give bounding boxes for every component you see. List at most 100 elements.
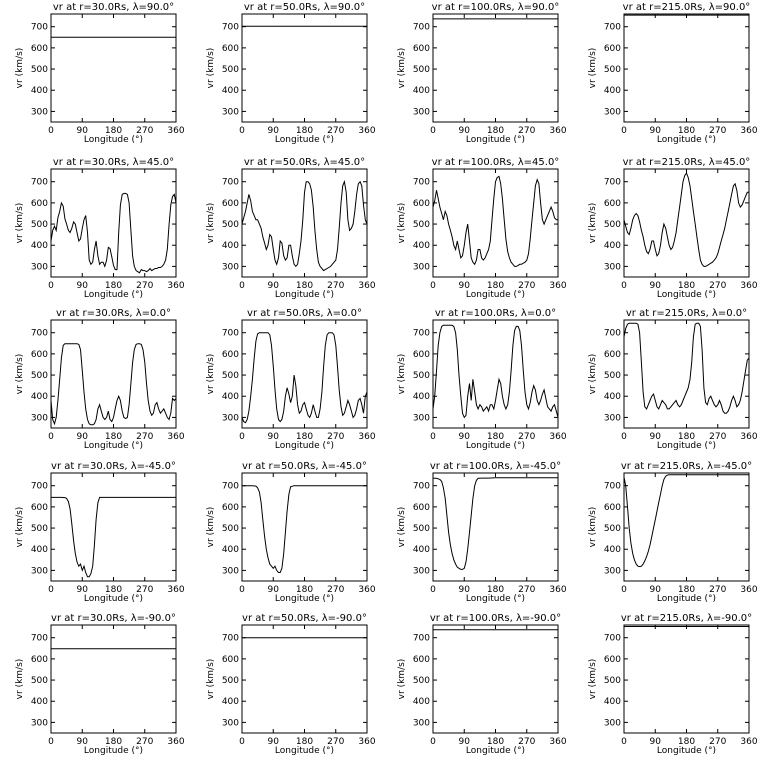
- y-tick-label: 300: [413, 413, 430, 423]
- y-axis-label: vr (km/s): [588, 659, 598, 700]
- x-tick-label: 270: [518, 737, 535, 747]
- y-tick-label: 500: [604, 676, 621, 686]
- y-tick-label: 700: [413, 329, 430, 339]
- subplot-18: vr at r=50.0Rs, λ=-90.0° 0 90 180 270 360 300 4…: [206, 613, 376, 756]
- x-tick-label: 360: [549, 281, 566, 291]
- x-tick-label: 270: [136, 585, 153, 595]
- y-tick-label: 300: [31, 262, 48, 272]
- x-tick-label: 90: [268, 126, 280, 136]
- y-tick-label: 700: [222, 23, 239, 33]
- x-tick-label: 0: [239, 126, 245, 136]
- y-tick-label: 400: [222, 392, 239, 402]
- y-tick-label: 400: [413, 241, 430, 251]
- x-tick-label: 90: [459, 126, 471, 136]
- y-tick-label: 500: [222, 371, 239, 381]
- y-tick-label: 500: [31, 371, 48, 381]
- y-tick-label: 400: [31, 241, 48, 251]
- x-tick-label: 180: [487, 737, 504, 747]
- y-tick-label: 600: [31, 199, 48, 209]
- subplot-title: vr at r=50.0Rs, λ=-90.0°: [242, 613, 367, 624]
- x-tick-label: 180: [296, 126, 313, 136]
- y-tick-label: 300: [222, 107, 239, 117]
- x-tick-label: 90: [459, 432, 471, 442]
- y-tick-label: 500: [31, 524, 48, 534]
- y-tick-label: 300: [604, 107, 621, 117]
- x-tick-label: 180: [296, 585, 313, 595]
- x-tick-label: 360: [167, 737, 184, 747]
- x-tick-label: 180: [678, 432, 695, 442]
- subplot-8: vr at r=215.0Rs, λ=45.0° 0 90 180 270 360 300 4…: [588, 157, 758, 300]
- x-axis-label: Longitude (°): [657, 746, 716, 756]
- x-tick-label: 180: [296, 737, 313, 747]
- x-tick-label: 0: [621, 737, 627, 747]
- velocity-series-line: [623, 474, 749, 568]
- x-tick-label: 180: [678, 126, 695, 136]
- plot-frame: [432, 13, 559, 123]
- plot-frame: [241, 624, 368, 734]
- x-axis-label: Longitude (°): [84, 135, 143, 145]
- x-axis-label: Longitude (°): [84, 746, 143, 756]
- velocity-series-line: [241, 332, 368, 424]
- velocity-series-line: [50, 343, 177, 426]
- subplot-7: vr at r=100.0Rs, λ=45.0° 0 90 180 270 360 300 4…: [397, 157, 567, 300]
- plot-frame: [432, 624, 559, 734]
- y-tick-label: 600: [413, 655, 430, 665]
- x-tick-label: 270: [709, 281, 726, 291]
- plot-frame: [50, 624, 177, 734]
- y-tick-label: 600: [222, 44, 239, 54]
- x-tick-label: 0: [239, 737, 245, 747]
- y-axis-label: vr (km/s): [397, 48, 407, 89]
- y-axis-label: vr (km/s): [15, 507, 25, 548]
- y-tick-label: 600: [604, 199, 621, 209]
- x-tick-label: 90: [77, 737, 89, 747]
- x-tick-label: 0: [430, 281, 436, 291]
- y-tick-label: 700: [222, 329, 239, 339]
- y-tick-label: 500: [413, 524, 430, 534]
- y-tick-label: 600: [413, 503, 430, 513]
- y-tick-label: 400: [222, 86, 239, 96]
- x-axis-label: Longitude (°): [84, 594, 143, 604]
- y-tick-label: 700: [222, 482, 239, 492]
- subplot-16: vr at r=215.0Rs, λ=-45.0° 0 90 180 270 360 300…: [588, 461, 758, 604]
- y-axis-label: vr (km/s): [588, 203, 598, 244]
- subplot-title: vr at r=50.0Rs, λ=-45.0°: [242, 461, 367, 472]
- y-tick-label: 700: [413, 634, 430, 644]
- y-tick-label: 400: [413, 545, 430, 555]
- x-tick-label: 360: [549, 585, 566, 595]
- subplot-19: vr at r=100.0Rs, λ=-90.0° 0 90 180 270 360 300…: [397, 613, 567, 756]
- y-tick-label: 400: [222, 545, 239, 555]
- y-tick-label: 300: [31, 107, 48, 117]
- x-tick-label: 180: [105, 585, 122, 595]
- subplot-6: vr at r=50.0Rs, λ=45.0° 0 90 180 270 360 300 40…: [206, 157, 376, 300]
- x-axis-label: Longitude (°): [657, 290, 716, 300]
- y-axis-label: vr (km/s): [15, 48, 25, 89]
- y-tick-label: 500: [604, 65, 621, 75]
- y-axis-label: vr (km/s): [588, 48, 598, 89]
- y-tick-label: 700: [604, 634, 621, 644]
- subplot-15: vr at r=100.0Rs, λ=-45.0° 0 90 180 270 360 300…: [397, 461, 567, 604]
- y-tick-label: 700: [413, 178, 430, 188]
- y-tick-label: 500: [604, 524, 621, 534]
- x-tick-label: 360: [549, 126, 566, 136]
- x-tick-label: 180: [105, 737, 122, 747]
- x-tick-label: 360: [358, 432, 375, 442]
- plot-frame: [623, 13, 750, 123]
- x-tick-label: 90: [268, 737, 280, 747]
- y-tick-label: 600: [604, 655, 621, 665]
- y-tick-label: 700: [604, 329, 621, 339]
- y-tick-label: 700: [31, 482, 48, 492]
- y-tick-label: 700: [31, 178, 48, 188]
- x-tick-label: 180: [105, 281, 122, 291]
- y-tick-label: 400: [604, 241, 621, 251]
- subplot-3: vr at r=100.0Rs, λ=90.0° 0 90 180 270 360 300 4…: [397, 2, 567, 145]
- y-tick-label: 700: [31, 329, 48, 339]
- y-tick-label: 500: [222, 65, 239, 75]
- x-tick-label: 180: [678, 737, 695, 747]
- x-tick-label: 0: [621, 281, 627, 291]
- x-tick-label: 360: [740, 432, 757, 442]
- y-tick-label: 600: [222, 503, 239, 513]
- x-tick-label: 90: [77, 585, 89, 595]
- x-tick-label: 270: [709, 432, 726, 442]
- x-tick-label: 180: [487, 585, 504, 595]
- y-tick-label: 600: [31, 503, 48, 513]
